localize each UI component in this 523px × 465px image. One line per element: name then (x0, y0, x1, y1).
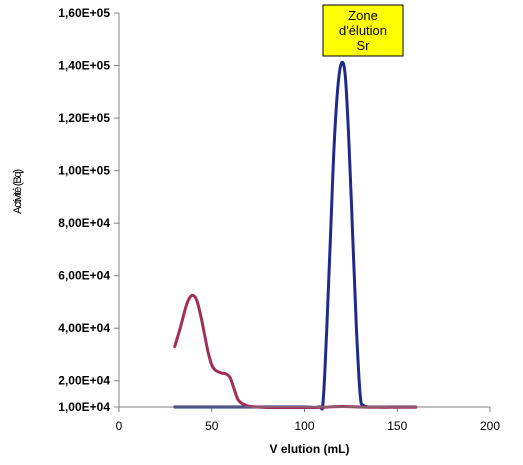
series-layer (173, 60, 418, 411)
annotation-line-1: Zone (348, 8, 378, 23)
x-tick-label: 100 (294, 419, 314, 433)
series-line-2 (173, 293, 418, 410)
y-tick-label: 2,00E+04 (58, 374, 110, 388)
y-axis-ticks: 1,00E+04 2,00E+04 4,00E+04 6,00E+04 8,00E+04… (58, 6, 119, 414)
y-tick-label: 1,00E+05 (58, 164, 110, 178)
y-tick-label: 4,00E+04 (58, 321, 110, 335)
annotation-line-2: d'élution (339, 23, 387, 38)
y-tick-label: 6,00E+04 (58, 269, 110, 283)
y-axis-label: Activité (Bq) (12, 170, 24, 214)
y-tick-label: 1,00E+04 (58, 400, 110, 414)
y-tick-label: 1,40E+05 (58, 59, 110, 73)
y-tick-label: 1,20E+05 (58, 111, 110, 125)
y-tick-label: 1,60E+05 (58, 6, 110, 20)
annotation-box (322, 4, 404, 57)
x-axis-label: V elution (mL) (270, 442, 350, 456)
annotation-line-3: Sr (357, 38, 371, 53)
y-tick-label: 8,00E+04 (58, 216, 110, 230)
x-tick-label: 200 (480, 419, 500, 433)
x-tick-label: 50 (205, 419, 219, 433)
x-tick-label: 150 (387, 419, 407, 433)
elution-zone-annotation: Zone d'élution Sr (322, 4, 404, 57)
x-tick-label: 0 (116, 419, 123, 433)
x-axis-ticks: 0 50 100 150 200 (116, 407, 500, 433)
